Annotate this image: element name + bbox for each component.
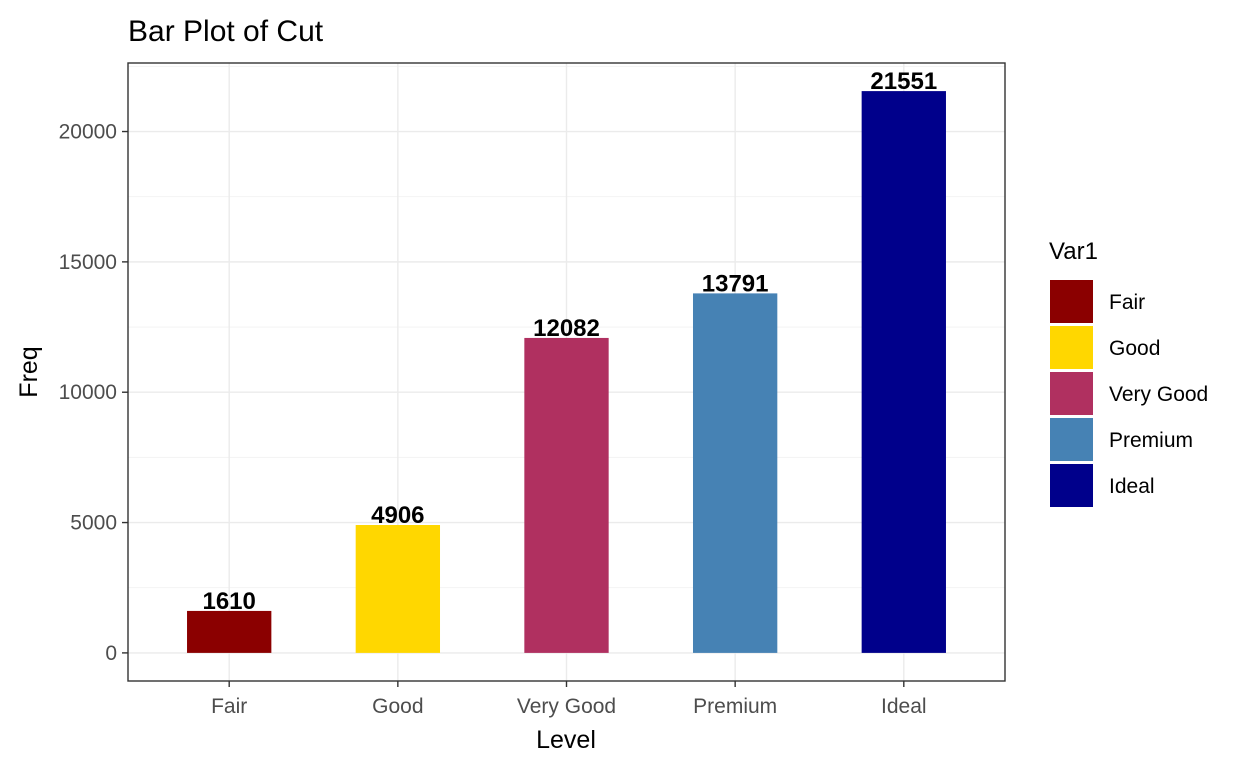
x-tick-label: Ideal [881, 695, 927, 718]
x-tick-label: Good [372, 695, 423, 718]
y-tick-label: 5000 [70, 512, 117, 535]
x-tick-label: Very Good [517, 695, 616, 718]
y-axis-title: Freq [15, 346, 43, 397]
legend-label: Premium [1109, 429, 1193, 452]
bar [355, 525, 441, 653]
y-tick-label: 10000 [59, 381, 117, 404]
bar-data-label: 21551 [870, 68, 937, 95]
y-tick-label: 20000 [59, 121, 117, 144]
x-axis-title: Level [536, 726, 596, 754]
legend-label: Good [1109, 337, 1160, 360]
chart-title: Bar Plot of Cut [128, 15, 324, 48]
bar-data-label: 13791 [702, 270, 769, 297]
y-tick-label: 15000 [59, 251, 117, 274]
data-label-layer: 1610 4906 12082 13791 21551 [202, 68, 937, 615]
bar-data-label: 4906 [371, 502, 424, 529]
legend-label: Very Good [1109, 383, 1208, 406]
legend-key [1050, 326, 1093, 369]
legend-key [1050, 372, 1093, 415]
legend-key [1050, 418, 1093, 461]
x-tick-label: Premium [693, 695, 777, 718]
bar-data-label: 1610 [202, 588, 255, 615]
legend-label: Fair [1109, 291, 1145, 314]
bar-layer [187, 91, 946, 653]
bar [187, 610, 272, 653]
axis-layer: 0 5000 10000 15000 20000 Fair Good Very Good Pre… [59, 121, 927, 718]
y-tick-label: 0 [105, 642, 117, 665]
legend-title: Var1 [1049, 238, 1098, 265]
legend-key [1050, 280, 1093, 323]
bar [861, 91, 946, 653]
x-tick-label: Fair [211, 695, 247, 718]
legend-label: Ideal [1109, 475, 1155, 498]
legend-key [1050, 464, 1093, 507]
legend: Var1 Fair Good Very Good Premium Ideal [1049, 238, 1208, 507]
bar-data-label: 12082 [533, 315, 600, 342]
bar [524, 337, 609, 653]
bar [692, 293, 778, 653]
